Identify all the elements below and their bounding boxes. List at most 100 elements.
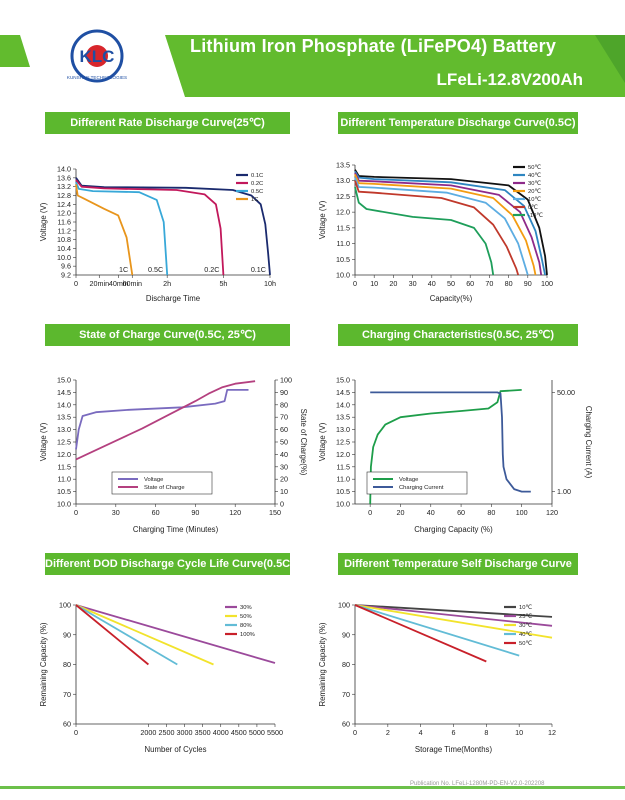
- section-title-soc: State of Charge Curve(0.5C, 25℃): [45, 324, 290, 346]
- x-tick-label: 40: [427, 508, 435, 517]
- series-line-4: [354, 177, 529, 276]
- y2-tick-label: 50: [280, 438, 288, 447]
- legend-label: 20℃: [528, 189, 541, 195]
- y-tick-label: 14.0: [57, 165, 71, 174]
- x-tick-label: 2500: [158, 728, 174, 737]
- y-tick-label: 10.8: [57, 235, 71, 244]
- legend-label: Charging Current: [399, 485, 444, 491]
- legend-label: 0℃: [528, 205, 538, 211]
- x-tick-label: 12: [548, 728, 556, 737]
- y-tick-label: 12.0: [57, 450, 71, 459]
- y-tick-label: 12.0: [336, 208, 350, 217]
- series-line-1: [75, 604, 214, 666]
- legend-box: [111, 471, 213, 495]
- header-band-left-accent: [0, 35, 30, 67]
- x-tick-label: 5000: [249, 728, 265, 737]
- section-title-charging: Charging Characteristics(0.5C, 25℃): [338, 324, 578, 346]
- series-line-4: [354, 604, 487, 663]
- x-tick-label: 5500: [267, 728, 283, 737]
- series-line-0: [354, 604, 553, 618]
- section-title-selfdischarge: Different Temperature Self Discharge Cur…: [338, 553, 578, 575]
- x-tick-label: 80: [505, 279, 513, 288]
- y2-tick-label: 70: [280, 413, 288, 422]
- y-tick-label: 80: [342, 660, 350, 669]
- series-line-5: [354, 180, 520, 276]
- x-tick-label: 2000: [140, 728, 156, 737]
- x-tick-label: 100: [516, 508, 528, 517]
- series-line-6: [354, 186, 495, 276]
- x-tick-label: 0: [74, 728, 78, 737]
- x-tick-label: 4000: [213, 728, 229, 737]
- y-tick-label: 11.5: [58, 462, 71, 471]
- y-tick-label: 12.5: [336, 438, 350, 447]
- x-tick-label: 60: [152, 508, 160, 517]
- x-tick-label: 10h: [264, 279, 276, 288]
- x-tick-label: 4500: [231, 728, 247, 737]
- series-line-0: [369, 389, 522, 505]
- x-tick-label: 0: [74, 508, 78, 517]
- series-line-1: [354, 604, 553, 627]
- x-tick-label: 2h: [163, 279, 171, 288]
- series-line-1: [75, 380, 256, 461]
- y2-tick-label: 1.00: [557, 487, 571, 496]
- x-tick-label: 120: [546, 508, 558, 517]
- y-tick-label: 12.0: [336, 450, 350, 459]
- charging-chart: 15.0 14.5 14.0 13.5 13.0 12.5 12.0 11.5 11.0 10.5…: [318, 376, 593, 535]
- y-tick-label: 13.2: [57, 182, 71, 191]
- y-tick-label: 13.5: [336, 161, 350, 170]
- series-end-label: 0.2C: [204, 265, 219, 274]
- y-tick-label: 13.5: [57, 413, 71, 422]
- series-line-2: [75, 181, 169, 276]
- x-tick-label: 8: [484, 728, 488, 737]
- footer-line: [0, 786, 625, 789]
- y-tick-label: 11.2: [58, 226, 71, 235]
- x-tick-label: 80: [487, 508, 495, 517]
- x-tick-label: 6: [452, 728, 456, 737]
- legend-label: 100%: [240, 632, 255, 638]
- legend-label: 10℃: [528, 197, 541, 203]
- logo-ring: [70, 29, 124, 83]
- section-title-rate: Different Rate Discharge Curve(25℃): [45, 112, 290, 134]
- y-axis-label: Voltage (V): [39, 422, 48, 461]
- logo-subtitle: KUNSHAN TECHNOLOGIES: [67, 75, 127, 80]
- series-line-0: [75, 604, 276, 664]
- legend-label: 0.1C: [251, 173, 263, 179]
- x-axis-label: Capacity(%): [430, 294, 473, 303]
- model-title: LFeLi-12.8V200Ah: [436, 70, 583, 89]
- y-tick-label: 100: [338, 601, 350, 610]
- y-tick-label: 11.0: [58, 475, 71, 484]
- legend-label: 0.2C: [251, 181, 263, 187]
- logo-core: [86, 45, 108, 67]
- x-tick-label: 2: [386, 728, 390, 737]
- series-line-0: [75, 177, 271, 276]
- header-band-green: [165, 35, 625, 97]
- y-tick-label: 10.5: [57, 487, 71, 496]
- x-tick-label: 40min: [109, 279, 129, 288]
- y2-tick-label: 80: [280, 400, 288, 409]
- y-tick-label: 13.6: [57, 173, 71, 182]
- legend-label: 50%: [240, 614, 252, 620]
- series-end-label: 1C: [119, 265, 128, 274]
- x-tick-label: 40: [428, 279, 436, 288]
- y-axis-label: Voltage (V): [318, 200, 327, 239]
- x-tick-label: 60min: [122, 279, 142, 288]
- y2-tick-label: 30: [280, 462, 288, 471]
- x-axis-label: Discharge Time: [146, 294, 200, 303]
- y-tick-label: 13.0: [336, 176, 350, 185]
- y-tick-label: 12.8: [57, 191, 71, 200]
- x-tick-label: 0: [353, 279, 357, 288]
- legend-label: 30℃: [528, 181, 541, 187]
- x-tick-label: 20: [396, 508, 404, 517]
- legend-label: State of Charge: [144, 485, 185, 491]
- legend-label: Voltage: [144, 477, 163, 483]
- series-line-1: [354, 170, 546, 276]
- x-tick-label: 50: [447, 279, 455, 288]
- x-tick-label: 10: [370, 279, 378, 288]
- section-title-dod: Different DOD Discharge Cycle Life Curve…: [45, 553, 294, 575]
- y-tick-label: 10.0: [336, 500, 350, 509]
- x-axis-label: Charging Capacity (%): [414, 525, 493, 534]
- y-tick-label: 60: [63, 720, 71, 729]
- y2-tick-label: 10: [280, 487, 288, 496]
- temperature-discharge-chart: 13.5 13.0 12.5 12.0 11.5 11.0 10.5 10.00 10 20 30 4…: [318, 161, 553, 304]
- y-tick-label: 12.5: [57, 438, 71, 447]
